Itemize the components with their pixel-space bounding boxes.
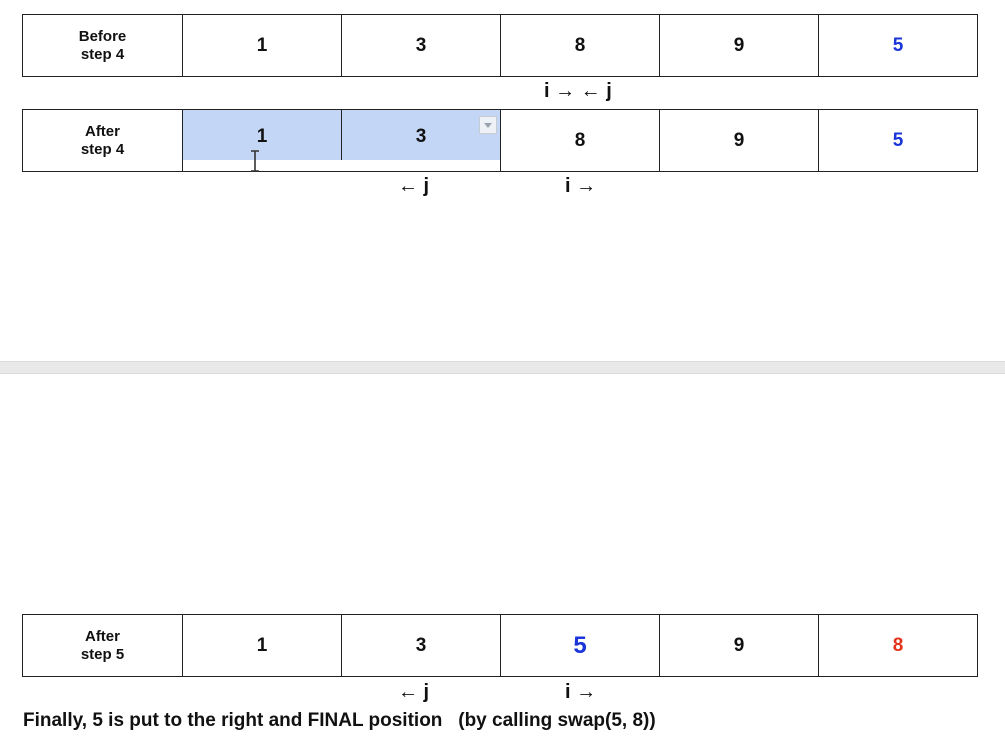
array-cell[interactable]: 3 <box>341 614 501 677</box>
table-row: Before step 4 1 3 8 9 5 <box>22 14 978 77</box>
array-cell[interactable]: 8 <box>500 109 660 172</box>
array-after-step5: After step 5 1 3 5 9 8 <box>22 614 978 677</box>
row-label-line2: step 4 <box>80 140 125 158</box>
slide-top: Before step 4 1 3 8 9 5 i → ← j After st… <box>0 0 1005 361</box>
row-label[interactable]: Before step 4 <box>22 14 183 77</box>
table-row: After step 5 1 3 5 9 8 <box>22 614 978 677</box>
array-cell[interactable]: 8 <box>500 14 660 77</box>
pointer-j: ← j <box>398 681 430 703</box>
slide-bottom: After step 5 1 3 5 9 8 <box>0 374 1005 742</box>
row-label-line2: step 5 <box>80 645 125 663</box>
table-row: After step 4 1 3 8 9 5 <box>22 109 978 172</box>
array-after-step4: After step 4 1 3 8 9 5 <box>22 109 978 172</box>
row-label-line1: After <box>84 122 120 140</box>
array-cell-selected[interactable]: 1 <box>182 109 343 172</box>
text-cursor-icon <box>251 150 259 172</box>
row-label-line1: After <box>84 627 120 645</box>
pointer-j: ← j <box>398 175 430 197</box>
row-label-line2: step 4 <box>80 45 125 63</box>
array-cell-pivot[interactable]: 5 <box>818 109 978 172</box>
array-cell[interactable]: 9 <box>659 14 819 77</box>
pointer-i: i → <box>565 175 597 197</box>
dropdown-arrow-icon[interactable] <box>479 116 497 134</box>
pointer-i-j: i → ← j <box>544 80 612 102</box>
array-cell-value: 3 <box>415 125 427 147</box>
array-cell[interactable]: 9 <box>659 109 819 172</box>
array-before-step4: Before step 4 1 3 8 9 5 <box>22 14 978 77</box>
array-cell[interactable]: 3 <box>341 14 501 77</box>
array-cell-selected[interactable]: 3 <box>341 109 501 172</box>
caption-text: Finally, 5 is put to the right and FINAL… <box>23 710 656 731</box>
row-label-line1: Before <box>78 27 127 45</box>
array-cell[interactable]: 1 <box>182 614 342 677</box>
array-cell-swapped[interactable]: 8 <box>818 614 978 677</box>
array-cell[interactable]: 1 <box>182 14 342 77</box>
slide-separator <box>0 361 1005 374</box>
row-label[interactable]: After step 4 <box>22 109 183 172</box>
row-label[interactable]: After step 5 <box>22 614 183 677</box>
pointer-i: i → <box>565 681 597 703</box>
array-cell[interactable]: 9 <box>659 614 819 677</box>
array-cell-pivot[interactable]: 5 <box>818 14 978 77</box>
array-cell-value: 1 <box>256 125 268 147</box>
array-cell-pivot[interactable]: 5 <box>500 614 660 677</box>
